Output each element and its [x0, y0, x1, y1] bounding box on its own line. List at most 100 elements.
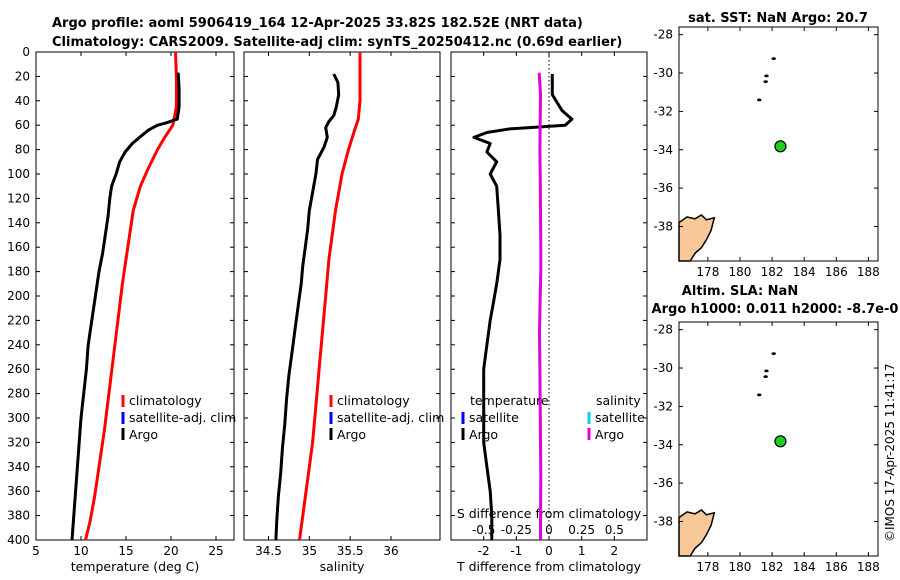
- map-y-tick-label: -28: [653, 323, 673, 337]
- map-x-tick-label: 178: [696, 560, 719, 574]
- difference-panel: -2 -1 0 1 2T difference from climatology S di…: [450, 51, 648, 574]
- y-tick-label: 240: [7, 338, 30, 352]
- legend-title-temperature: temperature: [470, 393, 549, 408]
- y-tick-label: 320: [7, 435, 30, 449]
- land-coastline: [678, 509, 716, 557]
- y-tick-label: 200: [7, 289, 30, 303]
- profile-title: Argo profile: aoml 5906419_164 12-Apr-20…: [52, 16, 583, 31]
- y-tick-label: 260: [7, 362, 30, 376]
- map-x-tick-label: 182: [761, 265, 784, 279]
- climatology-title: Climatology: CARS2009. Satellite-adj cli…: [52, 35, 622, 50]
- map-y-tick-label: -30: [653, 361, 673, 375]
- y-tick-label: 100: [7, 167, 30, 181]
- map-y-tick-label: -34: [653, 438, 673, 452]
- temperature-panel: 0 20 40 60 80 100 120 140 160 180 200 220 240 260 280 3…: [7, 45, 235, 574]
- s-difference-tick-label: 0.5: [605, 523, 624, 537]
- x-tick-label: 1: [578, 544, 586, 558]
- map-x-tick-label: 188: [857, 265, 880, 279]
- map-x-tick-label: 186: [825, 265, 848, 279]
- s-difference-tick-label: -0.25: [501, 523, 532, 537]
- x-tick-label: 35.5: [337, 544, 364, 558]
- argo-float-marker: [774, 435, 787, 448]
- plot-frame: [35, 51, 235, 541]
- legend-label-s-satellite: satellite: [595, 410, 645, 425]
- y-tick-label: 360: [7, 484, 30, 498]
- y-tick-label: 60: [15, 118, 30, 132]
- y-tick-label: 140: [7, 216, 30, 230]
- x-tick-label: 15: [118, 544, 133, 558]
- sst-map-title: sat. SST: NaN Argo: 20.7: [688, 11, 868, 26]
- y-tick-label: 400: [7, 533, 30, 547]
- series-line-climatology: [84, 51, 178, 541]
- x-tick-label: -2: [478, 544, 490, 558]
- y-tick-label: 280: [7, 387, 30, 401]
- y-tick-label: 20: [15, 69, 30, 83]
- island-marker: [771, 57, 776, 61]
- salinity-legend: climatology satellite-adj. clim Argo: [329, 393, 444, 442]
- map-x-tick-label: 184: [793, 265, 816, 279]
- sst-map-panel: -28 -30 -32 -34 -36 -38 178 180 182 184 186 188: [653, 26, 880, 279]
- x-tick-label: 20: [163, 544, 178, 558]
- land-coastline: [678, 214, 716, 262]
- sla-map-panel: -28 -30 -32 -34 -36 -38 178 180 182 184 186 188: [653, 321, 880, 574]
- x-tick-label: 25: [208, 544, 223, 558]
- s-difference-tick-label: 0.25: [568, 523, 595, 537]
- series-line-climatology: [298, 52, 362, 541]
- argo-float-marker: [774, 140, 787, 153]
- legend-label-t-argo: Argo: [469, 427, 498, 442]
- argo-height-title: Argo h1000: 0.011 h2000: -8.7e-0: [652, 302, 899, 317]
- s-difference-tick-label: -0.5: [472, 523, 495, 537]
- map-x-tick-label: 186: [825, 560, 848, 574]
- legend-label-argo: Argo: [129, 427, 158, 442]
- map-x-tick-label: 182: [761, 560, 784, 574]
- island-marker: [757, 98, 762, 102]
- series-line-argo: [274, 73, 341, 541]
- sla-map-title: Altim. SLA: NaN: [682, 284, 798, 299]
- map-y-tick-label: -32: [653, 399, 673, 413]
- map-y-tick-label: -34: [653, 143, 673, 157]
- temperature-legend: climatology satellite-adj. clim Argo: [121, 393, 236, 442]
- y-tick-label: 80: [15, 143, 30, 157]
- x-axis-label: T difference from climatology: [456, 559, 642, 574]
- legend-label-satellite: satellite-adj. clim: [337, 410, 444, 425]
- series-line-s-difference-argo-clim: [537, 72, 543, 540]
- map-x-tick-label: 188: [857, 560, 880, 574]
- y-tick-label: 380: [7, 509, 30, 523]
- y-tick-label: 0: [22, 45, 30, 59]
- island-marker: [764, 74, 769, 78]
- legend-label-argo: Argo: [337, 427, 366, 442]
- x-tick-label: 34.5: [255, 544, 282, 558]
- x-axis-label: salinity: [320, 559, 365, 574]
- map-y-tick-label: -30: [653, 66, 673, 80]
- y-tick-label: 300: [7, 411, 30, 425]
- y-tick-label: 120: [7, 191, 30, 205]
- island-marker: [763, 80, 768, 84]
- y-tick-label: 40: [15, 94, 30, 108]
- island-marker: [764, 369, 769, 373]
- map-x-tick-label: 184: [793, 560, 816, 574]
- map-y-tick-label: -32: [653, 104, 673, 118]
- x-axis-label: temperature (deg C): [71, 559, 200, 574]
- island-marker: [771, 352, 776, 356]
- island-marker: [757, 393, 762, 397]
- x-tick-label: 0: [545, 544, 553, 558]
- y-tick-label: 340: [7, 460, 30, 474]
- legend-label-s-argo: Argo: [595, 427, 624, 442]
- map-y-tick-label: -36: [653, 476, 673, 490]
- map-y-tick-label: -28: [653, 28, 673, 42]
- y-tick-label: 160: [7, 240, 30, 254]
- s-difference-tick-label: 0: [545, 523, 553, 537]
- map-x-tick-label: 178: [696, 265, 719, 279]
- x-tick-label: -1: [510, 544, 522, 558]
- legend-label-t-satellite: satellite: [469, 410, 519, 425]
- map-x-tick-label: 180: [729, 265, 752, 279]
- imos-timestamp: ©IMOS 17-Apr-2025 11:41:17: [883, 363, 897, 542]
- map-y-tick-label: -38: [653, 514, 673, 528]
- legend-label-satellite: satellite-adj. clim: [129, 410, 236, 425]
- x-tick-label: 35: [302, 544, 317, 558]
- map-y-tick-label: -36: [653, 181, 673, 195]
- s-difference-axis-label: S difference from climatology: [457, 506, 642, 521]
- island-marker: [763, 375, 768, 379]
- x-tick-label: 5: [32, 544, 40, 558]
